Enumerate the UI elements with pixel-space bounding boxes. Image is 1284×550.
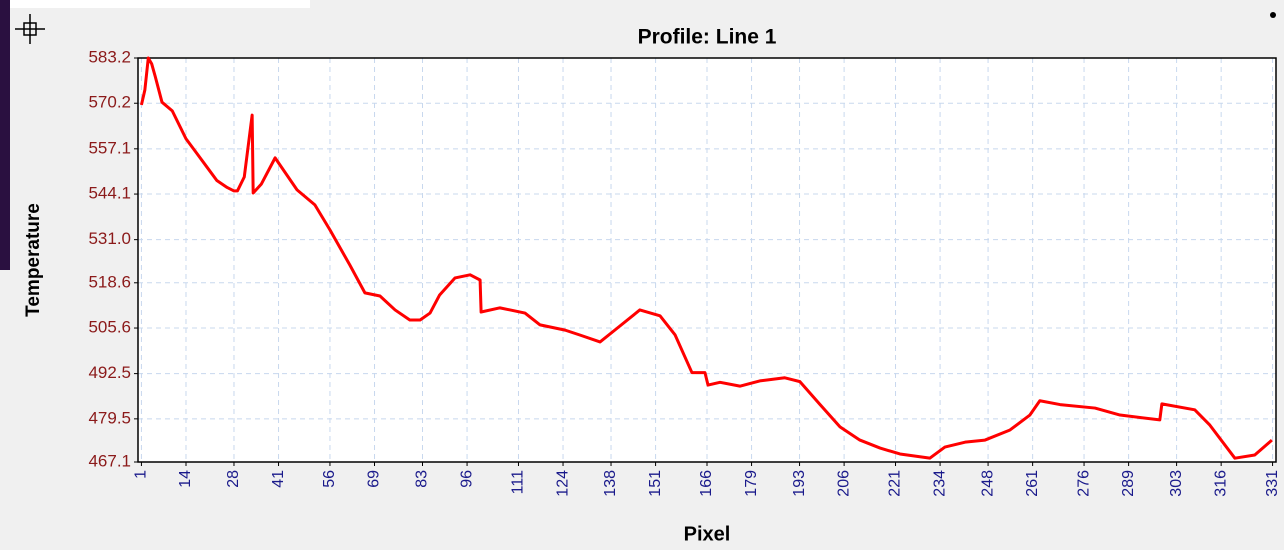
y-tick-label: 467.1 — [88, 451, 131, 470]
x-tick-label: 14 — [177, 470, 194, 488]
y-tick-label: 544.1 — [88, 184, 131, 203]
y-tick-label: 557.1 — [88, 138, 131, 157]
x-tick-label: 289 — [1120, 470, 1137, 497]
y-tick-label: 492.5 — [88, 363, 131, 382]
y-tick-label: 570.2 — [88, 93, 131, 112]
x-tick-label: 234 — [931, 470, 948, 497]
x-tick-label: 316 — [1212, 470, 1229, 497]
x-tick-label: 83 — [414, 470, 431, 488]
x-tick-label: 179 — [743, 470, 760, 497]
x-tick-label: 1 — [133, 470, 150, 479]
x-tick-label: 124 — [554, 470, 571, 497]
dot — [1270, 12, 1276, 18]
x-axis-title: Pixel — [684, 523, 731, 545]
x-tick-label: 56 — [321, 470, 338, 488]
y-tick-label: 518.6 — [88, 272, 131, 291]
y-axis-title: Temperature — [23, 203, 44, 317]
x-tick-label: 331 — [1264, 470, 1281, 497]
x-tick-label: 111 — [510, 470, 527, 494]
background-window — [0, 0, 10, 270]
y-tick-label: 505.6 — [88, 318, 131, 337]
chart-title: Profile: Line 1 — [638, 26, 777, 49]
y-tick-label: 583.2 — [88, 47, 131, 66]
y-tick-label: 479.5 — [88, 408, 131, 427]
x-tick-label: 221 — [887, 470, 904, 497]
x-tick-label: 206 — [835, 470, 852, 497]
x-tick-label: 138 — [602, 470, 619, 497]
x-tick-label: 276 — [1075, 470, 1092, 497]
x-tick-label: 166 — [698, 470, 715, 497]
data-line — [139, 56, 1273, 460]
x-tick-label: 193 — [791, 470, 808, 497]
x-tick-label: 151 — [647, 470, 664, 497]
x-tick-label: 96 — [458, 470, 475, 488]
x-tick-label: 28 — [225, 470, 242, 488]
x-tick-label: 69 — [366, 470, 383, 488]
window-edge — [10, 0, 310, 8]
move-icon — [15, 14, 45, 44]
x-tick-label: 41 — [270, 470, 287, 488]
x-tick-label: 303 — [1168, 470, 1185, 497]
x-tick-label: 248 — [979, 470, 996, 497]
x-tick-label: 261 — [1024, 470, 1041, 497]
y-tick-label: 531.0 — [88, 229, 131, 248]
plot-frame — [137, 57, 1277, 463]
